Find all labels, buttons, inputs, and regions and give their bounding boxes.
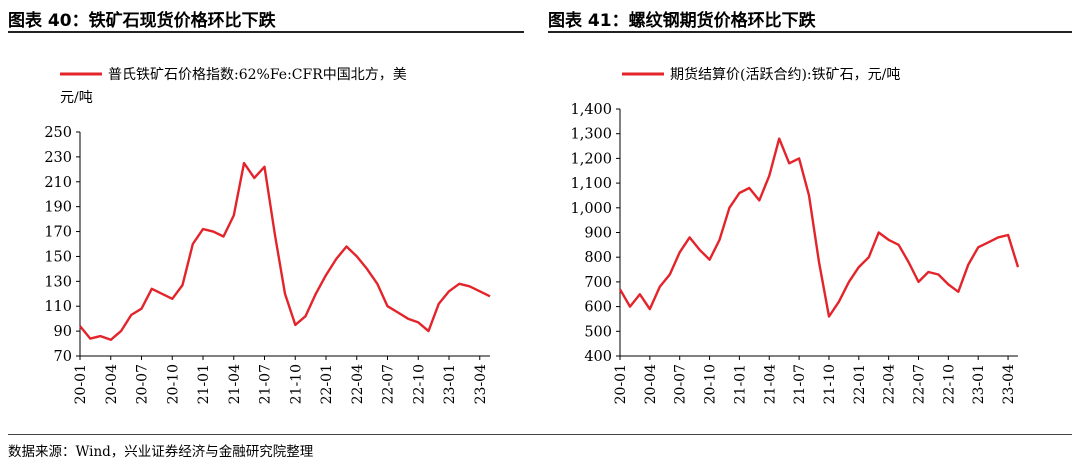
y-axis: 70 90 110 130 150 170 190 210 230 250: [44, 125, 81, 365]
iron-ore-futures-chart: 期货结算价(活跃合约):铁矿石，元/吨 400 500 600 700 800 900 1,…: [570, 66, 1020, 404]
x-tick-label: 22-10: [941, 364, 957, 404]
y-tick-label: 170: [44, 225, 72, 241]
y-tick-label: 70: [54, 349, 72, 365]
source-note: 数据来源：Wind，兴业证券经济与金融研究院整理: [8, 444, 314, 460]
x-tick-label: 20-01: [613, 364, 629, 404]
x-tick-label: 21-10: [288, 364, 304, 404]
x-tick-label: 20-07: [673, 364, 689, 404]
y-tick-label: 500: [584, 324, 612, 340]
x-tick-label: 22-01: [319, 364, 335, 404]
x-tick-label: 22-10: [411, 364, 427, 404]
x-tick-label: 20-10: [703, 364, 719, 404]
x-tick-label: 21-04: [762, 364, 778, 404]
y-tick-label: 190: [44, 200, 72, 216]
y-tick-label: 1,200: [570, 151, 612, 167]
x-tick-label: 23-01: [442, 364, 458, 404]
legend-label: 期货结算价(活跃合约):铁矿石，元/吨: [670, 66, 900, 83]
y-axis: 400 500 600 700 800 900 1,000 1,100 1,200 1,300 1,…: [570, 102, 621, 365]
x-tick-label: 20-07: [135, 364, 151, 404]
x-tick-label: 22-07: [381, 364, 397, 404]
x-tick-label: 22-01: [852, 364, 868, 404]
series-line: [79, 161, 491, 341]
x-tick-label: 20-04: [104, 364, 120, 404]
x-axis: 20-01 20-04 20-07 20-10 21-01 21-04 21-07 21-10…: [613, 355, 1018, 404]
x-tick-label: 21-10: [822, 364, 838, 404]
y-tick-label: 1,400: [570, 102, 612, 118]
series-line: [618, 137, 1020, 318]
x-tick-label: 22-04: [350, 364, 366, 404]
x-tick-label: 21-07: [792, 364, 808, 404]
legend: 期货结算价(活跃合约):铁矿石，元/吨: [622, 66, 900, 83]
y-tick-label: 230: [44, 150, 72, 166]
y-tick-label: 90: [54, 324, 72, 340]
y-tick-label: 130: [44, 274, 72, 290]
y-tick-label: 800: [584, 250, 612, 266]
x-tick-label: 21-04: [227, 364, 243, 404]
x-tick-label: 20-10: [165, 364, 181, 404]
x-tick-label: 23-04: [1001, 364, 1017, 404]
y-tick-label: 900: [584, 226, 612, 242]
iron-ore-spot-chart: 普氏铁矿石价格指数:62%Fe:CFR中国北方，美 元/吨 70 90 110 130…: [44, 67, 491, 404]
title-rule-left: [8, 31, 524, 33]
x-tick-label: 23-01: [971, 364, 987, 404]
y-tick-label: 250: [44, 125, 72, 141]
y-tick-label: 1,300: [570, 127, 612, 143]
y-tick-label: 150: [44, 249, 72, 265]
y-tick-label: 700: [584, 275, 612, 291]
footer-rule: [8, 434, 1072, 435]
y-tick-label: 110: [44, 299, 72, 315]
x-tick-label: 22-07: [912, 364, 928, 404]
y-tick-label: 1,000: [570, 201, 612, 217]
x-tick-label: 21-01: [732, 364, 748, 404]
x-tick-label: 20-04: [643, 364, 659, 404]
x-tick-label: 20-01: [73, 364, 89, 404]
legend-label-continued: 元/吨: [60, 90, 93, 106]
title-rule-right: [548, 31, 1072, 33]
chart-title-left: 图表 40：铁矿石现货价格环比下跌: [8, 11, 276, 31]
y-tick-label: 210: [44, 175, 72, 191]
x-tick-label: 23-04: [473, 364, 489, 404]
x-tick-label: 21-01: [196, 364, 212, 404]
x-tick-label: 22-04: [882, 364, 898, 404]
legend-label: 普氏铁矿石价格指数:62%Fe:CFR中国北方，美: [108, 67, 407, 83]
chart-title-right: 图表 41：螺纹钢期货价格环比下跌: [548, 11, 816, 31]
y-tick-label: 600: [584, 300, 612, 316]
x-tick-label: 21-07: [258, 364, 274, 404]
x-axis: 20-01 20-04 20-07 20-10 21-01 21-04 21-07 21-10…: [73, 355, 490, 404]
y-tick-label: 400: [584, 349, 612, 365]
legend: 普氏铁矿石价格指数:62%Fe:CFR中国北方，美 元/吨: [60, 67, 407, 106]
y-tick-label: 1,100: [570, 176, 612, 192]
